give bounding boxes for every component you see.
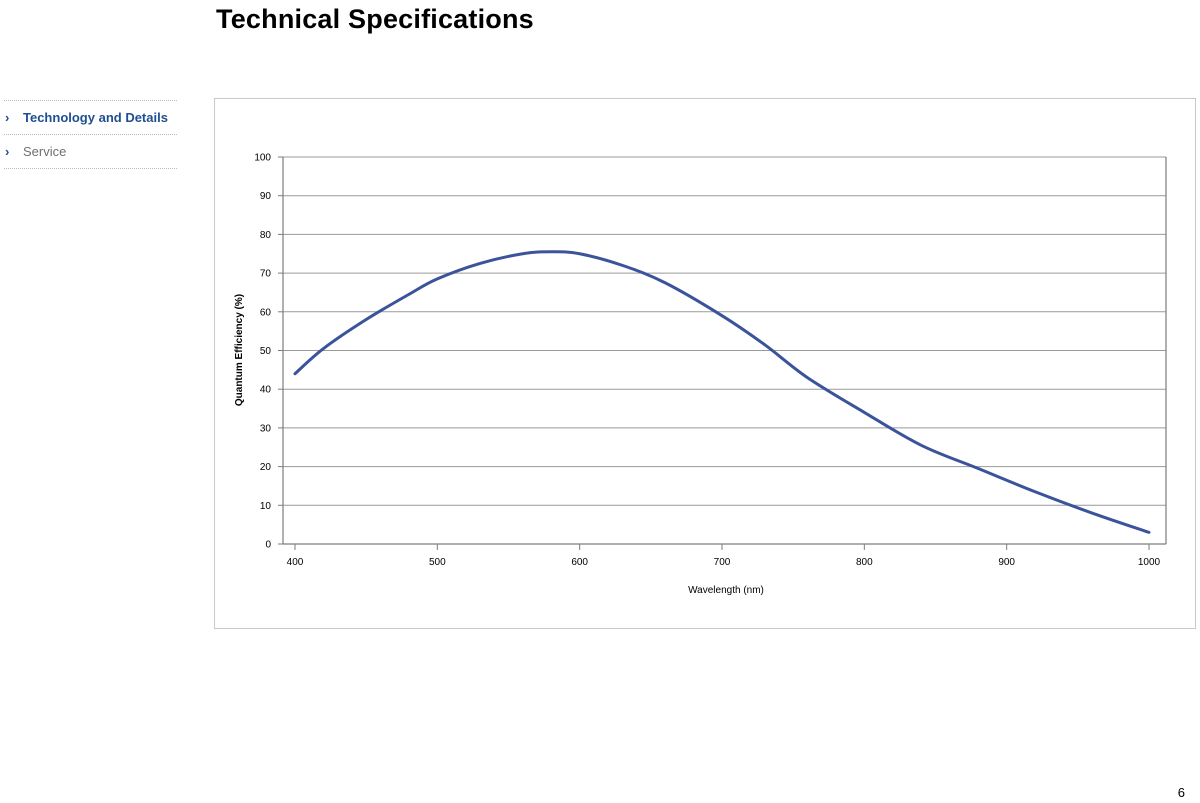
y-tick-label-30: 30 [260,423,272,434]
x-tick-label-1000: 1000 [1138,557,1161,568]
qe-chart: 0 10 20 30 40 50 60 70 80 90 100 400 500 600 700 800 900… [234,153,1167,596]
x-tick-label-600: 600 [571,557,588,568]
sidebar-item-label: Service [23,144,67,159]
y-tick-label-60: 60 [260,307,272,318]
x-tick-label-900: 900 [998,557,1015,568]
y-tick-label-20: 20 [260,462,272,473]
y-axis-label: Quantum Efficiency (%) [234,294,245,406]
x-tick-label-500: 500 [429,557,446,568]
x-tick-label-800: 800 [856,557,873,568]
y-tick-label-90: 90 [260,191,272,202]
y-tick-label-70: 70 [260,269,272,280]
x-tick-label-400: 400 [287,557,304,568]
ticks-layer: 0 10 20 30 40 50 60 70 80 90 100 400 500 600 700 800 900… [254,153,1160,569]
page-number: 6 [1177,785,1185,800]
series-line-0 [293,250,1151,534]
y-tick-label-100: 100 [254,153,271,164]
x-tick-label-700: 700 [714,557,731,568]
y-tick-label-10: 10 [260,501,272,512]
sidebar-item-label: Technology and Details [23,110,168,125]
sidebar-item-technology-and-details[interactable]: › Technology and Details [4,101,177,135]
x-axis-label: Wavelength (nm) [688,585,764,596]
page-title: Technical Specifications [216,4,534,34]
series-layer [293,250,1151,534]
y-tick-label-50: 50 [260,346,272,357]
y-tick-label-80: 80 [260,230,272,241]
chevron-right-icon: › [5,110,10,125]
sidebar-item-service[interactable]: › Service [4,135,177,169]
grid-layer [283,156,1166,545]
chart-frame: 0 10 20 30 40 50 60 70 80 90 100 400 500 600 700 800 900… [214,98,1196,629]
y-tick-label-0: 0 [265,540,271,551]
sidebar-nav: › Technology and Details › Service [4,100,177,169]
y-tick-label-40: 40 [260,385,272,396]
chevron-right-icon: › [5,144,10,159]
